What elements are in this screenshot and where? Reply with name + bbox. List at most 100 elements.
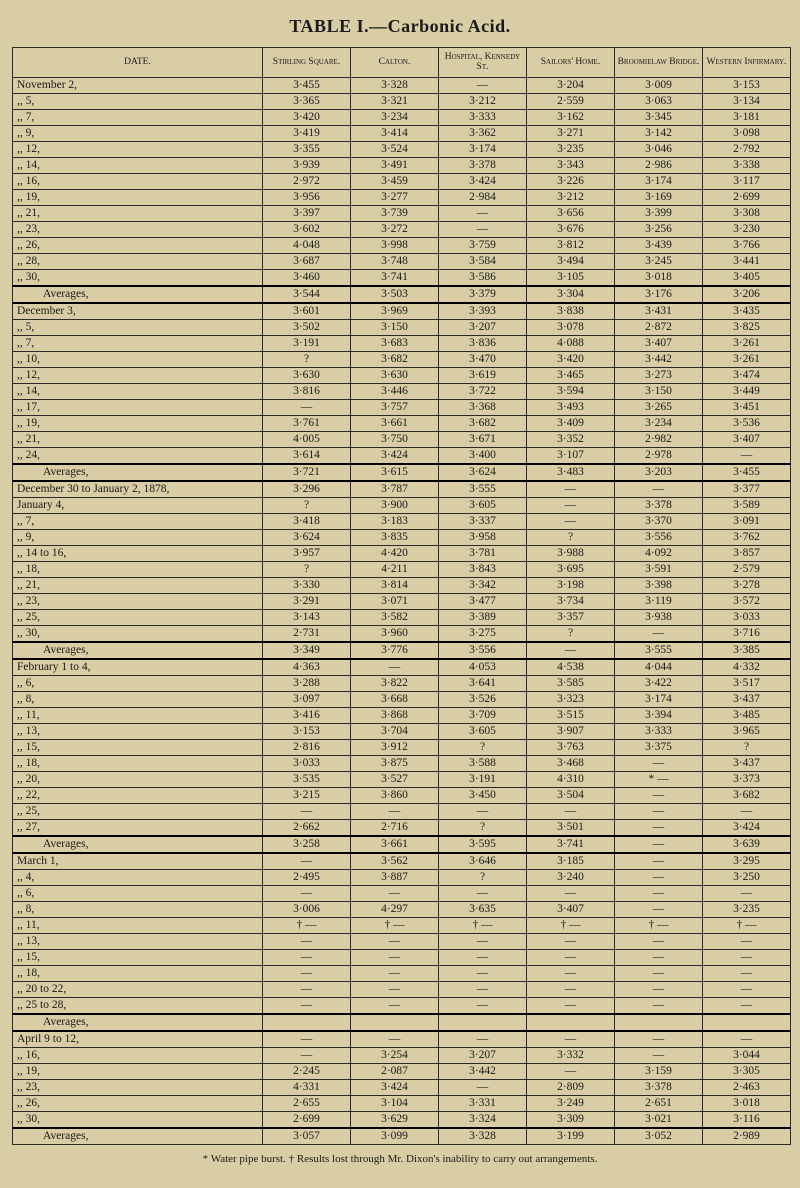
averages-value: 3·203 bbox=[615, 464, 703, 481]
value-cell: 3·704 bbox=[351, 723, 439, 739]
date-cell: ,, 19, bbox=[13, 189, 263, 205]
table-row: April 9 to 12,—————— bbox=[13, 1031, 791, 1048]
value-cell: 3·958 bbox=[439, 529, 527, 545]
value-cell: 3·373 bbox=[703, 771, 791, 787]
value-cell: 4·538 bbox=[527, 659, 615, 676]
value-cell: — bbox=[615, 755, 703, 771]
value-cell: 3·378 bbox=[615, 497, 703, 513]
averages-value bbox=[263, 1014, 351, 1031]
value-cell: 3·333 bbox=[615, 723, 703, 739]
value-cell: 3·295 bbox=[703, 853, 791, 870]
value-cell: 3·750 bbox=[351, 431, 439, 447]
value-cell: 3·338 bbox=[703, 157, 791, 173]
value-cell: 3·683 bbox=[351, 335, 439, 351]
table-row: ,, 30,2·7313·9603·275?—3·716 bbox=[13, 625, 791, 642]
date-cell: ,, 23, bbox=[13, 1079, 263, 1095]
table-row: ,, 26,4·0483·9983·7593·8123·4393·766 bbox=[13, 237, 791, 253]
value-cell: 3·143 bbox=[263, 609, 351, 625]
averages-value: 3·556 bbox=[439, 642, 527, 659]
value-cell: 3·588 bbox=[439, 755, 527, 771]
value-cell: 4·092 bbox=[615, 545, 703, 561]
averages-label: Averages, bbox=[13, 286, 263, 303]
value-cell: 3·256 bbox=[615, 221, 703, 237]
table-row: ,, 15,—————— bbox=[13, 949, 791, 965]
value-cell: — bbox=[615, 933, 703, 949]
table-row: ,, 13,—————— bbox=[13, 933, 791, 949]
value-cell: 3·018 bbox=[615, 269, 703, 286]
date-cell: ,, 30, bbox=[13, 269, 263, 286]
value-cell: ? bbox=[439, 739, 527, 755]
value-cell: — bbox=[351, 933, 439, 949]
averages-value: 3·624 bbox=[439, 464, 527, 481]
value-cell: 3·230 bbox=[703, 221, 791, 237]
averages-value bbox=[351, 1014, 439, 1031]
value-cell: 3·682 bbox=[703, 787, 791, 803]
col-stirling: Stirling Square. bbox=[263, 48, 351, 78]
value-cell: — bbox=[351, 965, 439, 981]
value-cell: 3·748 bbox=[351, 253, 439, 269]
table-row: ,, 25,—————— bbox=[13, 803, 791, 819]
value-cell: 3·460 bbox=[263, 269, 351, 286]
value-cell: 2·559 bbox=[527, 93, 615, 109]
value-cell: 3·998 bbox=[351, 237, 439, 253]
value-cell: 3·207 bbox=[439, 1047, 527, 1063]
value-cell: 3·907 bbox=[527, 723, 615, 739]
value-cell: 3·468 bbox=[527, 755, 615, 771]
value-cell: 4·331 bbox=[263, 1079, 351, 1095]
value-cell: 3·009 bbox=[615, 77, 703, 93]
value-cell: 3·836 bbox=[439, 335, 527, 351]
value-cell: — bbox=[263, 997, 351, 1014]
value-cell: 3·296 bbox=[263, 481, 351, 498]
value-cell: — bbox=[439, 803, 527, 819]
value-cell: — bbox=[439, 997, 527, 1014]
table-row: ,, 7,3·1913·6833·8364·0883·4073·261 bbox=[13, 335, 791, 351]
value-cell: 3·181 bbox=[703, 109, 791, 125]
value-cell: 2·986 bbox=[615, 157, 703, 173]
table-row: ,, 22,3·2153·8603·4503·504—3·682 bbox=[13, 787, 791, 803]
value-cell: 3·393 bbox=[439, 303, 527, 320]
value-cell: 3·153 bbox=[703, 77, 791, 93]
averages-row: Averages, bbox=[13, 1014, 791, 1031]
value-cell: 3·240 bbox=[527, 869, 615, 885]
date-cell: ,, 25, bbox=[13, 609, 263, 625]
value-cell: 4·088 bbox=[527, 335, 615, 351]
table-row: ,, 18,?4·2113·8433·6953·5912·579 bbox=[13, 561, 791, 577]
value-cell: 3·814 bbox=[351, 577, 439, 593]
col-broomielaw: Broomielaw Bridge. bbox=[615, 48, 703, 78]
value-cell: — bbox=[527, 885, 615, 901]
table-row: ,, 13,3·1533·7043·6053·9073·3333·965 bbox=[13, 723, 791, 739]
value-cell: 3·635 bbox=[439, 901, 527, 917]
value-cell: — bbox=[703, 447, 791, 464]
value-cell: 3·868 bbox=[351, 707, 439, 723]
averages-value: 3·099 bbox=[351, 1128, 439, 1145]
value-cell: — bbox=[703, 981, 791, 997]
value-cell: 3·527 bbox=[351, 771, 439, 787]
date-cell: December 30 to January 2, 1878, bbox=[13, 481, 263, 498]
value-cell: 2·662 bbox=[263, 819, 351, 836]
date-cell: ,, 14, bbox=[13, 383, 263, 399]
table-row: ,, 16,—3·2543·2073·332—3·044 bbox=[13, 1047, 791, 1063]
value-cell: 3·107 bbox=[527, 447, 615, 464]
value-cell: — bbox=[615, 1031, 703, 1048]
table-row: ,, 11,3·4163·8683·7093·5153·3943·485 bbox=[13, 707, 791, 723]
value-cell: — bbox=[527, 803, 615, 819]
date-cell: ,, 16, bbox=[13, 173, 263, 189]
value-cell: — bbox=[527, 1031, 615, 1048]
value-cell: 3·272 bbox=[351, 221, 439, 237]
value-cell: 4·005 bbox=[263, 431, 351, 447]
value-cell: 2·651 bbox=[615, 1095, 703, 1111]
value-cell: 3·734 bbox=[527, 593, 615, 609]
value-cell: 3·762 bbox=[703, 529, 791, 545]
value-cell: — bbox=[351, 949, 439, 965]
averages-label: Averages, bbox=[13, 642, 263, 659]
value-cell: 3·671 bbox=[439, 431, 527, 447]
value-cell: 3·526 bbox=[439, 691, 527, 707]
value-cell: — bbox=[263, 933, 351, 949]
value-cell: 3·420 bbox=[263, 109, 351, 125]
value-cell: 3·431 bbox=[615, 303, 703, 320]
value-cell: 3·825 bbox=[703, 319, 791, 335]
table-row: December 3,3·6013·9693·3933·8383·4313·43… bbox=[13, 303, 791, 320]
value-cell: — bbox=[703, 803, 791, 819]
col-western: Western Infirmary. bbox=[703, 48, 791, 78]
value-cell: 3·021 bbox=[615, 1111, 703, 1128]
